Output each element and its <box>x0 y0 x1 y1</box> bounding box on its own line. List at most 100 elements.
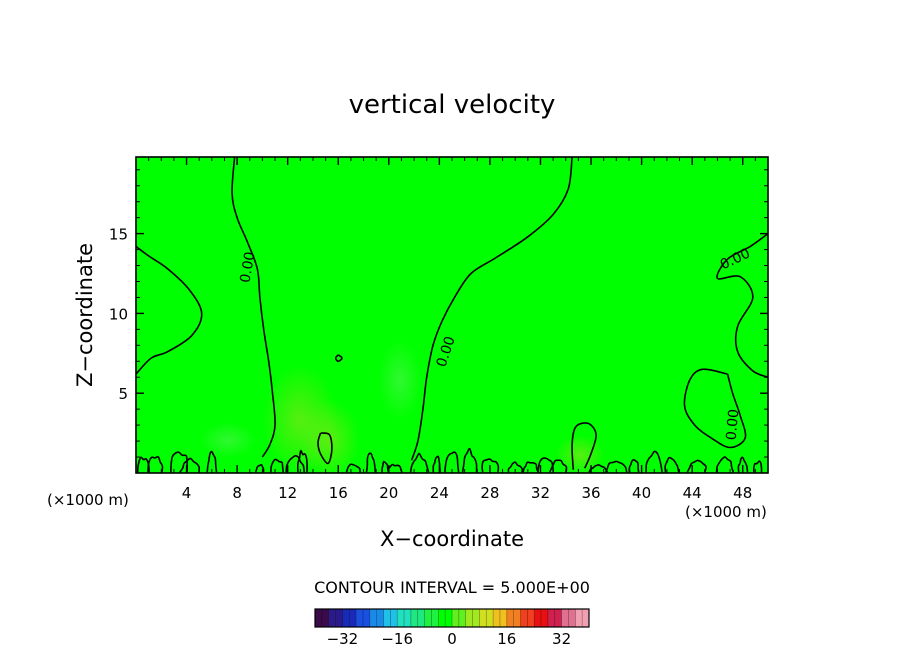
turbulence-contour <box>645 450 663 473</box>
zero-contour-right-upper <box>716 232 768 378</box>
colorbar-segment <box>369 609 377 627</box>
x-tick-label: 24 <box>430 484 449 502</box>
zero-contour-east-front <box>410 157 573 461</box>
y-tick-label: 15 <box>109 226 128 244</box>
colorbar-segment <box>534 609 542 627</box>
colorbar-segment <box>431 609 439 627</box>
shade-blob-4 <box>555 435 605 473</box>
zero-contour-left-bulge <box>136 245 203 375</box>
colorbar-segment <box>445 609 453 627</box>
colorbar-segment <box>417 609 425 627</box>
zero-contour-west-front <box>231 157 276 458</box>
colorbar-segment <box>506 609 514 627</box>
colorbar-segment <box>520 609 528 627</box>
colorbar-segment <box>493 609 501 627</box>
colorbar-segment <box>397 609 405 627</box>
turbulence-contour <box>206 450 218 473</box>
turbulence-contour <box>147 455 164 473</box>
colorbar-tick-label: 32 <box>552 630 571 648</box>
colorbar-segment <box>410 609 418 627</box>
colorbar-segment <box>499 609 507 627</box>
turbulence-contour <box>628 458 640 473</box>
zero-contour-core-15 <box>317 432 333 465</box>
contour-interval-label: CONTOUR INTERVAL = 5.000E+00 <box>314 578 590 597</box>
turbulence-contour <box>444 451 460 473</box>
colorbar-segment <box>582 609 590 627</box>
x-tick-label: 40 <box>632 484 651 502</box>
contour-lines <box>136 157 768 473</box>
colorbar-tick-label: 16 <box>497 630 516 648</box>
colorbar-segment <box>527 609 535 627</box>
colorbar-tick-label: 0 <box>447 630 457 648</box>
plot-area: 0.00 0.00 0.00 0.00 4 8 12 16 20 24 28 32 36 40 44… <box>109 156 769 502</box>
turbulence-contour <box>345 463 361 473</box>
x-axis-label: X−coordinate <box>380 527 524 551</box>
y-axis-ticks: 5 10 15 <box>109 169 768 458</box>
colorbar-segment <box>486 609 494 627</box>
colorbar-segment <box>547 609 555 627</box>
chart-title: vertical velocity <box>349 90 556 120</box>
colorbar-segment <box>328 609 336 627</box>
contour-label-right-lower: 0.00 <box>724 408 743 440</box>
x-tick-label: 20 <box>379 484 398 502</box>
turbulence-contour <box>752 460 763 473</box>
turbulence-contour <box>664 456 680 473</box>
turbulence-contour <box>296 450 308 473</box>
y-tick-label: 5 <box>118 385 128 403</box>
x-axis-ticks: 4 8 12 16 20 24 28 32 36 40 44 48 <box>148 157 756 502</box>
x-tick-label: 36 <box>581 484 600 502</box>
colorbar-segment <box>342 609 350 627</box>
colorbar-segment <box>465 609 473 627</box>
turbulence-contour <box>170 451 189 473</box>
colorbar-segment <box>541 609 549 627</box>
colorbar-segment <box>315 609 323 627</box>
x-tick-label: 32 <box>531 484 550 502</box>
colorbar-segment <box>362 609 370 627</box>
turbulence-contour <box>605 460 628 473</box>
x-tick-label: 4 <box>182 484 192 502</box>
y-tick-label: 10 <box>109 305 128 323</box>
colorbar-segment <box>383 609 391 627</box>
contour-label-west: 0.00 <box>237 251 258 284</box>
colorbar-segment <box>575 609 583 627</box>
colorbar-segment <box>479 609 487 627</box>
colorbar-segment <box>513 609 521 627</box>
turbulence-contour <box>381 460 390 473</box>
turbulence-contour <box>507 461 524 473</box>
shade-blob-3 <box>378 340 422 420</box>
colorbar-segment <box>390 609 398 627</box>
colorbar-segment <box>561 609 569 627</box>
x-unit-label-left: (×1000 m) <box>47 491 129 509</box>
x-tick-label: 16 <box>329 484 348 502</box>
turbulence-contour <box>365 452 377 473</box>
y-axis-label: Z−coordinate <box>73 243 97 387</box>
colorbar-segment <box>321 609 329 627</box>
colorbar-segment <box>424 609 432 627</box>
x-tick-label: 44 <box>683 484 702 502</box>
turbulence-contour <box>686 459 707 473</box>
colorbar-segment <box>458 609 466 627</box>
colorbar-frame <box>314 608 590 628</box>
shade-blob-2 <box>300 400 360 473</box>
colorbar-segment <box>452 609 460 627</box>
x-tick-label: 48 <box>733 484 752 502</box>
turbulence-contour <box>737 456 749 473</box>
turbulence-contour <box>522 461 539 473</box>
colorbar-tick-label: −32 <box>327 630 359 648</box>
colorbar-tick-label: −16 <box>381 630 413 648</box>
colorbar-segment <box>568 609 576 627</box>
turbulence-contour <box>409 452 430 473</box>
colorbar: −32 −16 0 16 32 <box>314 608 590 648</box>
turbulence-contour <box>255 463 265 473</box>
colorbar-segment <box>404 609 412 627</box>
colorbar-segment <box>376 609 384 627</box>
x-tick-label: 28 <box>480 484 499 502</box>
colorbar-segment <box>472 609 480 627</box>
turbulence-contour <box>461 447 478 473</box>
turbulence-contour <box>481 458 500 473</box>
zero-contour-right-lower <box>683 368 747 449</box>
velocity-field-background <box>136 157 768 473</box>
turbulence-contour <box>270 458 284 473</box>
